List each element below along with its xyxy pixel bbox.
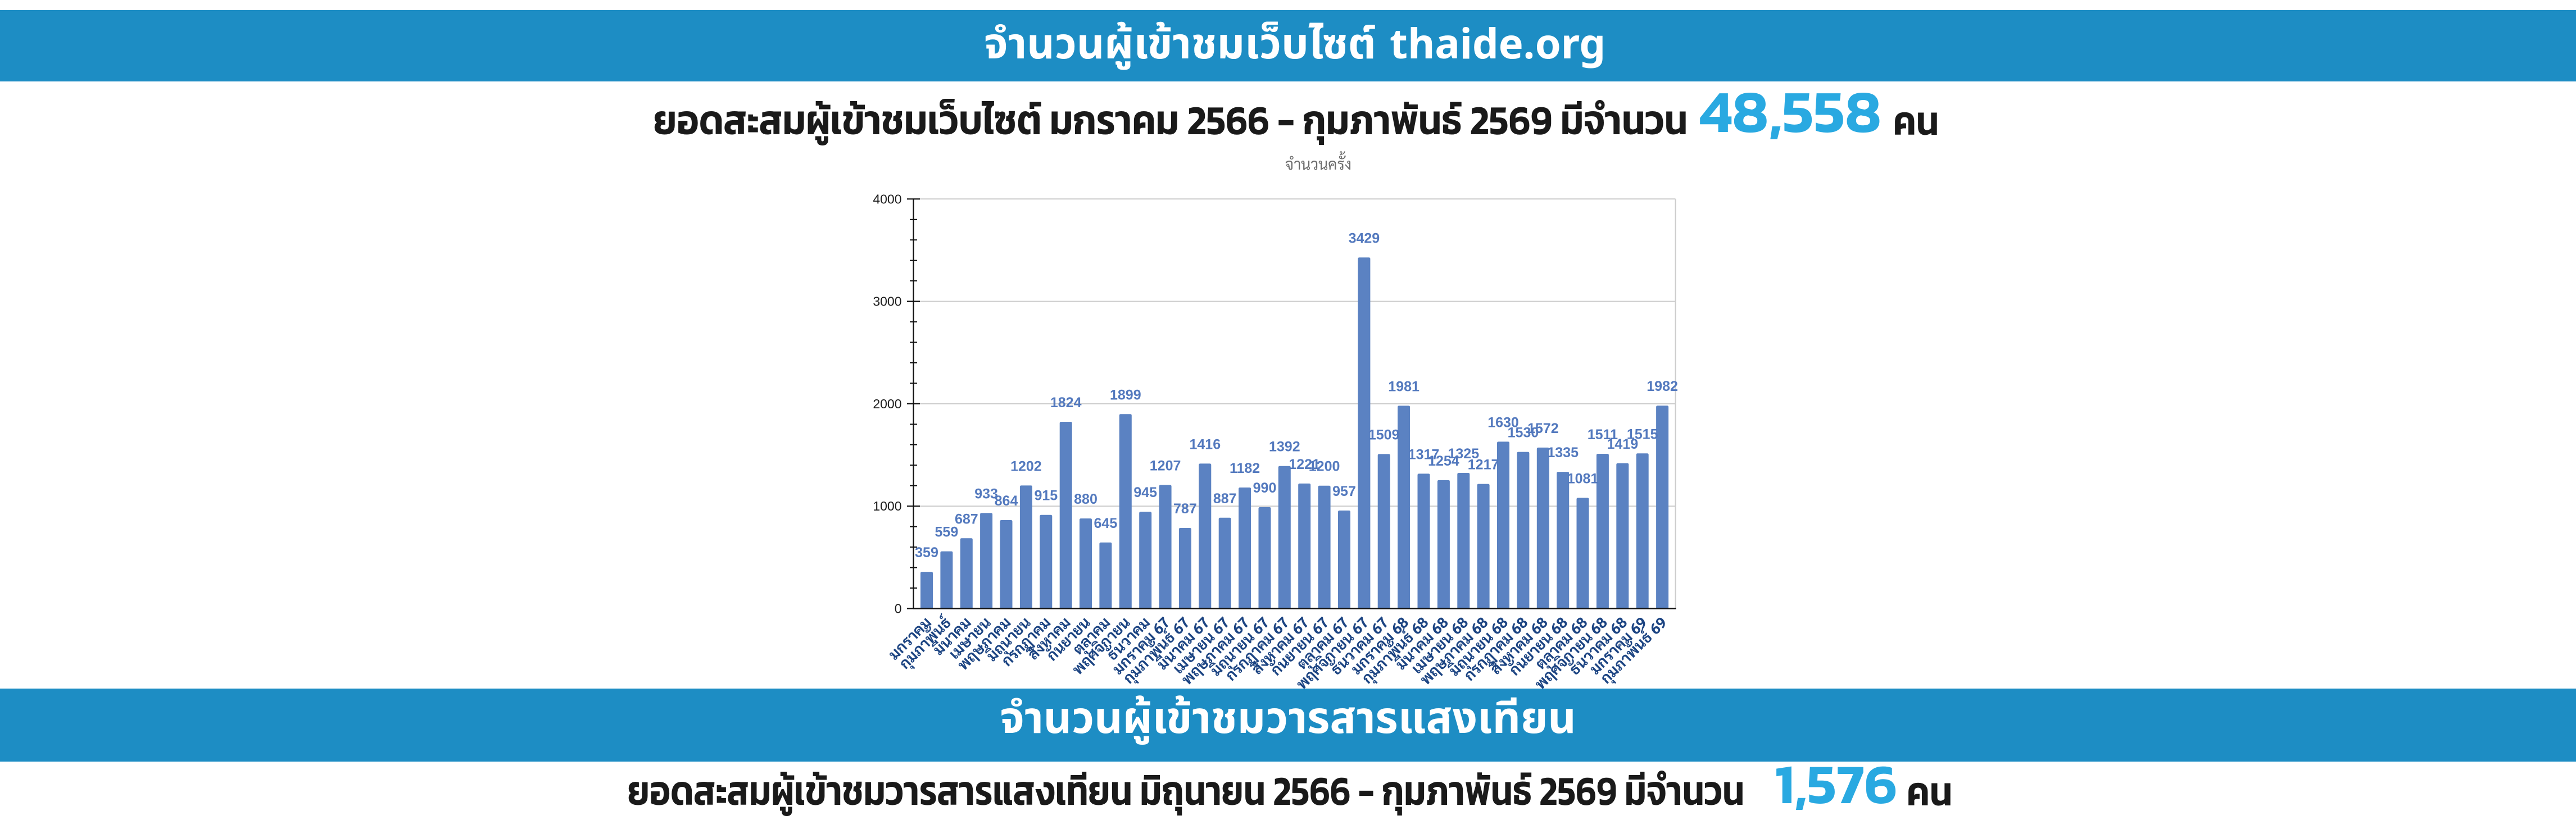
svg-text:1899: 1899	[1110, 387, 1141, 403]
svg-text:1335: 1335	[1547, 445, 1579, 461]
svg-text:1221: 1221	[1289, 457, 1320, 472]
svg-text:915: 915	[1034, 488, 1058, 504]
svg-text:1182: 1182	[1230, 461, 1260, 476]
svg-text:1200: 1200	[1309, 459, 1340, 475]
svg-text:1202: 1202	[1010, 458, 1042, 474]
svg-text:4000: 4000	[873, 192, 901, 206]
svg-text:1254: 1254	[1428, 453, 1459, 469]
svg-text:1824: 1824	[1050, 395, 1082, 411]
svg-text:990: 990	[1253, 480, 1277, 496]
svg-text:359: 359	[915, 545, 938, 561]
svg-text:1217: 1217	[1468, 457, 1499, 473]
svg-text:880: 880	[1074, 491, 1097, 507]
svg-text:1572: 1572	[1527, 421, 1559, 436]
svg-text:3429: 3429	[1349, 230, 1380, 246]
svg-text:957: 957	[1332, 484, 1356, 499]
svg-text:1630: 1630	[1487, 414, 1519, 430]
svg-text:3000: 3000	[873, 294, 901, 309]
svg-text:1509: 1509	[1368, 427, 1400, 443]
svg-text:1530: 1530	[1508, 425, 1539, 441]
svg-text:864: 864	[995, 493, 1018, 509]
svg-text:1325: 1325	[1448, 446, 1479, 462]
svg-text:1419: 1419	[1607, 436, 1638, 452]
svg-text:0: 0	[895, 602, 902, 616]
svg-text:933: 933	[974, 486, 998, 502]
svg-text:687: 687	[955, 511, 978, 527]
svg-text:1515: 1515	[1627, 426, 1658, 442]
svg-text:787: 787	[1173, 501, 1197, 517]
svg-text:559: 559	[935, 525, 959, 540]
svg-text:1207: 1207	[1150, 458, 1181, 474]
svg-text:1982: 1982	[1647, 379, 1678, 394]
svg-text:645: 645	[1094, 516, 1118, 531]
svg-text:1081: 1081	[1567, 471, 1599, 486]
svg-text:945: 945	[1133, 485, 1157, 500]
svg-text:1000: 1000	[873, 499, 901, 513]
svg-text:1416: 1416	[1189, 436, 1221, 452]
svg-text:1317: 1317	[1408, 447, 1440, 462]
svg-text:1392: 1392	[1269, 439, 1300, 455]
svg-text:2000: 2000	[873, 397, 901, 411]
svg-text:1981: 1981	[1388, 379, 1419, 394]
svg-text:887: 887	[1213, 491, 1237, 507]
svg-text:1511: 1511	[1588, 427, 1618, 443]
